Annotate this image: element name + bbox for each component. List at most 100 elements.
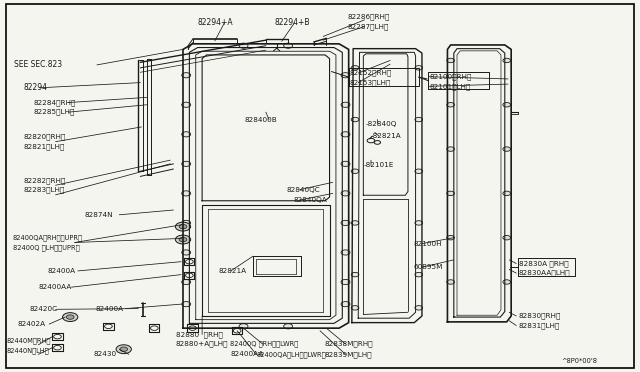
Text: 82830A 〈RH〉: 82830A 〈RH〉 — [519, 260, 568, 267]
Text: 82840QC: 82840QC — [287, 187, 321, 193]
Circle shape — [503, 235, 511, 240]
Text: 82294+A: 82294+A — [198, 18, 233, 27]
Text: 82420C: 82420C — [29, 306, 58, 312]
Circle shape — [447, 191, 454, 196]
Circle shape — [503, 147, 511, 151]
Circle shape — [179, 237, 187, 242]
Text: 82286〈RH〉: 82286〈RH〉 — [348, 14, 390, 20]
Circle shape — [415, 272, 422, 277]
Text: 82287〈LH〉: 82287〈LH〉 — [348, 23, 388, 30]
Circle shape — [239, 43, 248, 48]
Text: 82400Q 〈RH〉〈LWR〉: 82400Q 〈RH〉〈LWR〉 — [230, 341, 298, 347]
Text: 82830AA〈LH〉: 82830AA〈LH〉 — [519, 270, 570, 276]
Text: 82400QA〈RH〉〈UPR〉: 82400QA〈RH〉〈UPR〉 — [13, 234, 83, 241]
Circle shape — [182, 102, 191, 108]
Circle shape — [351, 306, 359, 310]
Text: -82840Q: -82840Q — [366, 121, 397, 127]
Text: 828400B: 828400B — [245, 116, 278, 122]
Text: 82402A: 82402A — [17, 321, 45, 327]
Circle shape — [447, 280, 454, 284]
Circle shape — [284, 43, 292, 48]
Text: 82400A: 82400A — [96, 305, 124, 312]
Circle shape — [351, 117, 359, 122]
Circle shape — [182, 220, 191, 225]
Text: 82285〈LH〉: 82285〈LH〉 — [33, 109, 75, 115]
Circle shape — [503, 103, 511, 107]
Circle shape — [341, 220, 350, 225]
Circle shape — [351, 65, 359, 70]
Text: -82821A: -82821A — [371, 133, 402, 139]
Circle shape — [175, 222, 191, 231]
Circle shape — [447, 147, 454, 151]
Circle shape — [120, 347, 127, 352]
Text: 82830〈RH〉: 82830〈RH〉 — [519, 312, 561, 319]
Circle shape — [415, 65, 422, 70]
Circle shape — [182, 73, 191, 78]
Circle shape — [63, 312, 78, 321]
Text: 82839M〈LH〉: 82839M〈LH〉 — [324, 351, 372, 357]
Circle shape — [447, 235, 454, 240]
Circle shape — [341, 302, 350, 307]
Text: 82880  〈RH〉: 82880 〈RH〉 — [176, 331, 223, 338]
Text: 82283〈LH〉: 82283〈LH〉 — [24, 187, 65, 193]
Text: 82153〈LH〉: 82153〈LH〉 — [350, 79, 391, 86]
Circle shape — [415, 169, 422, 173]
Circle shape — [341, 279, 350, 285]
Circle shape — [351, 169, 359, 173]
Circle shape — [182, 132, 191, 137]
Circle shape — [503, 191, 511, 196]
Circle shape — [503, 58, 511, 62]
Text: 82880+A〈LH〉: 82880+A〈LH〉 — [176, 341, 228, 347]
Text: ^8P0*00'8: ^8P0*00'8 — [561, 358, 597, 364]
Circle shape — [116, 345, 131, 354]
Circle shape — [239, 324, 248, 329]
Text: 82284〈RH〉: 82284〈RH〉 — [33, 99, 76, 106]
Text: 60895M: 60895M — [413, 264, 442, 270]
Text: -82101E: -82101E — [364, 162, 394, 168]
Text: 82820〈RH〉: 82820〈RH〉 — [24, 134, 66, 140]
Text: 82400Q 〈LH〉〈UPR〉: 82400Q 〈LH〉〈UPR〉 — [13, 244, 79, 251]
Circle shape — [351, 221, 359, 225]
Text: 82400AA: 82400AA — [231, 352, 264, 357]
Circle shape — [503, 280, 511, 284]
Text: 82294+B: 82294+B — [274, 18, 310, 27]
Text: 82440M〈RH〉: 82440M〈RH〉 — [6, 338, 51, 344]
Text: 82152〈RH〉: 82152〈RH〉 — [350, 70, 392, 76]
Text: 82294: 82294 — [24, 83, 48, 92]
Text: 82400QA〈LH〉〈LWR〉: 82400QA〈LH〉〈LWR〉 — [256, 351, 326, 357]
Circle shape — [182, 250, 191, 255]
Text: 82400AA: 82400AA — [38, 284, 72, 290]
Circle shape — [341, 161, 350, 166]
Text: 82400A: 82400A — [47, 268, 76, 274]
Text: 82430: 82430 — [94, 352, 117, 357]
Circle shape — [341, 73, 350, 78]
Circle shape — [415, 306, 422, 310]
Circle shape — [182, 302, 191, 307]
Text: 82101〈LH〉: 82101〈LH〉 — [429, 83, 471, 90]
Text: 82100H: 82100H — [413, 241, 442, 247]
Text: 82440N〈LH〉: 82440N〈LH〉 — [6, 347, 49, 354]
Circle shape — [341, 250, 350, 255]
Text: 82100〈RH〉: 82100〈RH〉 — [429, 73, 472, 80]
Text: 82821A: 82821A — [218, 268, 246, 274]
Circle shape — [179, 224, 187, 229]
Text: SEE SEC.823: SEE SEC.823 — [14, 60, 62, 70]
Circle shape — [67, 315, 74, 319]
Text: 82840QA: 82840QA — [293, 197, 327, 203]
Circle shape — [415, 221, 422, 225]
Circle shape — [351, 272, 359, 277]
Circle shape — [415, 117, 422, 122]
Text: 82838M〈RH〉: 82838M〈RH〉 — [324, 341, 373, 347]
Circle shape — [341, 132, 350, 137]
Circle shape — [284, 324, 292, 329]
Circle shape — [341, 102, 350, 108]
Text: 82282〈RH〉: 82282〈RH〉 — [24, 177, 66, 184]
Circle shape — [182, 279, 191, 285]
Circle shape — [447, 58, 454, 62]
Circle shape — [182, 191, 191, 196]
Circle shape — [341, 191, 350, 196]
Text: 82874N: 82874N — [84, 212, 113, 218]
Text: 82821〈LH〉: 82821〈LH〉 — [24, 143, 65, 150]
Circle shape — [175, 235, 191, 244]
Circle shape — [447, 103, 454, 107]
